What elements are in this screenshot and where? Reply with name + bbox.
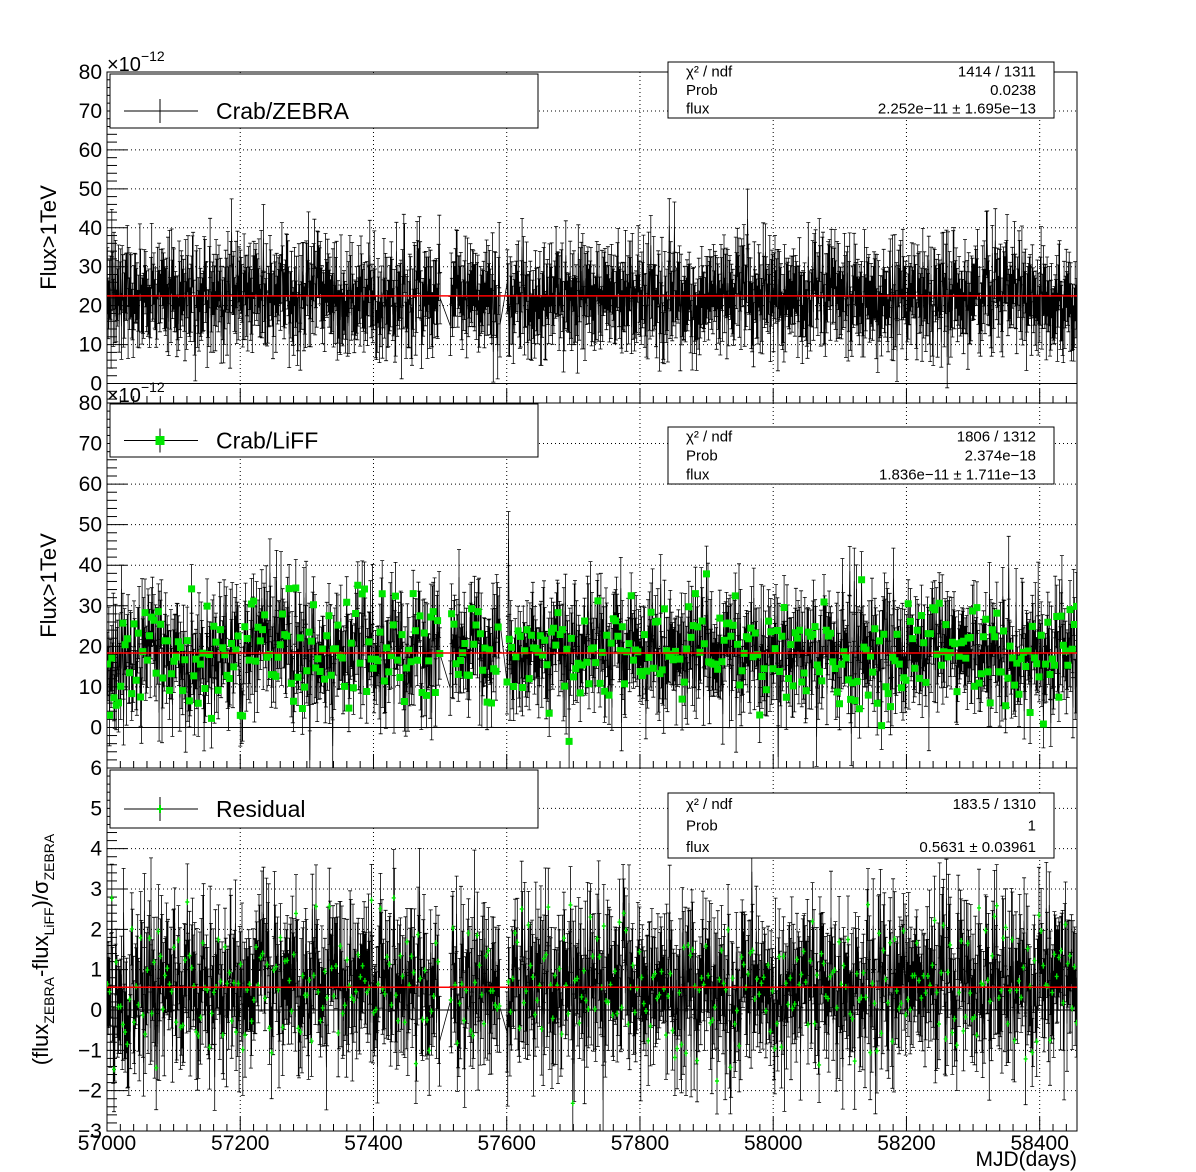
stats-value: 1 [1028,818,1036,835]
legend: Crab/LiFF [109,403,539,458]
y-tick-label: 40 [79,554,102,577]
stats-label: flux [686,839,710,856]
y-tick-label: 5 [90,797,102,820]
error-bars [107,831,1077,1131]
y-tick-label: 20 [79,295,102,318]
y-tick-label: 10 [79,676,102,699]
legend-marker [157,805,163,813]
y-tick-label: −2 [78,1080,102,1103]
y-tick-label: 0 [90,716,102,739]
x-tick-label: 57000 [78,1132,136,1155]
y-tick-label: 30 [79,256,102,279]
stats-value: 0.0238 [990,82,1036,99]
y-tick-label: 50 [79,178,102,201]
legend-label: Crab/LiFF [216,428,318,454]
y-tick-label: 20 [79,635,102,658]
legend-marker [155,436,165,445]
stats-label: Prob [686,82,718,99]
x-tick-label: 58200 [877,1132,935,1155]
y-tick-label: 80 [79,392,102,415]
x-tick-label: 58400 [1010,1132,1068,1155]
stats-value: 0.5631 ± 0.03961 [919,839,1036,856]
y-axis-title: (fluxZEBRA-fluxLiFF)/σZEBRA [28,833,57,1065]
stats-label: χ² / ndf [686,796,733,813]
stats-box: χ² / ndf 1414 / 1311 Prob 0.0238 flux 2.252e−… [667,61,1055,119]
x-tick-label: 57400 [344,1132,402,1155]
y-axis-title: Flux>1TeV [36,533,61,638]
stats-value: 1.836e−11 ± 1.711e−13 [879,467,1036,484]
y-tick-label: 40 [79,217,102,240]
y-tick-label: 2 [90,918,102,941]
stats-label: flux [686,467,710,484]
data-layer [107,188,1077,389]
y-tick-label: 70 [79,100,102,123]
y-tick-label: 0 [90,999,102,1022]
x-axis-title: MJD(days) [975,1148,1077,1171]
x-tick-label: 57800 [611,1132,669,1155]
stats-label: χ² / ndf [686,429,733,446]
x-tick-label: 57200 [211,1132,269,1155]
y-tick-label: 60 [79,139,102,162]
stats-value: 2.374e−18 [965,448,1036,465]
y-tick-label: 80 [79,61,102,84]
y-tick-label: 70 [79,433,102,456]
stats-value: 2.252e−11 ± 1.695e−13 [878,101,1036,118]
y-tick-label: 1 [90,959,102,982]
stats-value: 183.5 / 1310 [953,796,1036,813]
stats-box: χ² / ndf 1806 / 1312 Prob 2.374e−18 flux 1.83… [667,426,1055,485]
legend-label: Residual [216,796,306,822]
x-tick-label: 58000 [744,1132,802,1155]
y-tick-label: 6 [90,757,102,780]
stats-box: χ² / ndf 183.5 / 1310 Prob 1 flux 0.5631 ± 0.… [667,792,1055,859]
stats-value: 1806 / 1312 [957,429,1036,446]
series-markers [107,894,1077,1107]
y-tick-label: 50 [79,514,102,537]
data-layer [107,831,1077,1131]
y-tick-label: 3 [90,878,102,901]
y-tick-label: −3 [78,1120,102,1143]
legend-label: Crab/ZEBRA [216,98,350,124]
legend: Crab/ZEBRA [109,73,539,129]
y-tick-label: 10 [79,334,102,357]
data-layer [107,511,1077,768]
y-tick-label: −1 [78,1039,102,1062]
y-tick-label: 30 [79,595,102,618]
x-tick-label: 57600 [478,1132,536,1155]
y-axis-title: Flux>1TeV [36,185,61,290]
legend: Residual [109,769,539,829]
y-tick-label: 4 [90,838,102,861]
stats-label: Prob [686,448,718,465]
error-bars [107,188,1077,389]
y-tick-label: 0 [90,373,102,396]
stats-label: χ² / ndf [686,63,733,80]
stats-value: 1414 / 1311 [958,63,1036,80]
y-tick-label: 60 [79,473,102,496]
stats-label: flux [686,101,710,118]
stats-label: Prob [686,818,718,835]
panel-3: −3 −2 −1 0 1 2 3 4 5 6 57000 57200 57400 57600 57800 58… [28,757,1078,1171]
